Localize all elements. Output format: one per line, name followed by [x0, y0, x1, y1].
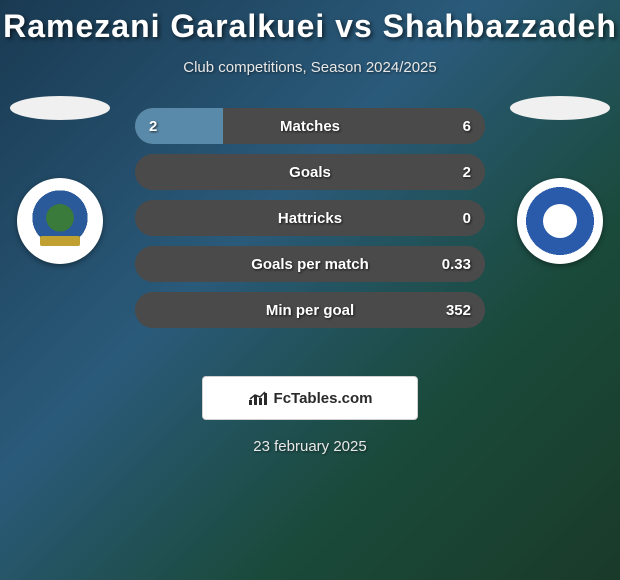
- club-logo-left: [29, 190, 91, 252]
- player-right-slot: [510, 96, 610, 264]
- player-right-avatar: [510, 96, 610, 120]
- player-left-slot: [10, 96, 110, 264]
- player-left-avatar: [10, 96, 110, 120]
- subtitle: Club competitions, Season 2024/2025: [0, 59, 620, 76]
- stat-row: Goals2: [135, 154, 485, 190]
- stat-row: Min per goal352: [135, 292, 485, 328]
- stat-row: 2Matches6: [135, 108, 485, 144]
- date-text: 23 february 2025: [0, 438, 620, 455]
- stat-fill-right: [135, 154, 485, 190]
- stat-value-right: 352: [446, 302, 471, 319]
- stat-fill-right: [135, 292, 485, 328]
- stat-value-right: 2: [463, 164, 471, 181]
- club-logo-right: [523, 184, 597, 258]
- comparison-area: 2Matches6 Goals2 Hattricks0 Goals per match…: [0, 108, 620, 358]
- footer-brand-box[interactable]: FcTables.com: [202, 376, 418, 420]
- stat-value-right: 0: [463, 210, 471, 227]
- chart-icon: [248, 390, 268, 406]
- club-badge-right: [517, 178, 603, 264]
- stat-bars: 2Matches6 Goals2 Hattricks0 Goals per match…: [135, 108, 485, 338]
- stat-row: Goals per match0.33: [135, 246, 485, 282]
- stat-value-right: 6: [463, 118, 471, 135]
- content: Ramezani Garalkuei vs Shahbazzadeh Club …: [0, 0, 620, 455]
- stat-value-left: 2: [149, 118, 157, 135]
- stat-value-right: 0.33: [442, 256, 471, 273]
- footer-brand-text: FcTables.com: [274, 390, 373, 407]
- club-badge-left: [17, 178, 103, 264]
- stat-fill-right: [135, 200, 485, 236]
- stat-fill-right: [135, 246, 485, 282]
- stat-row: Hattricks0: [135, 200, 485, 236]
- stat-fill-right: [223, 108, 486, 144]
- page-title: Ramezani Garalkuei vs Shahbazzadeh: [0, 8, 620, 45]
